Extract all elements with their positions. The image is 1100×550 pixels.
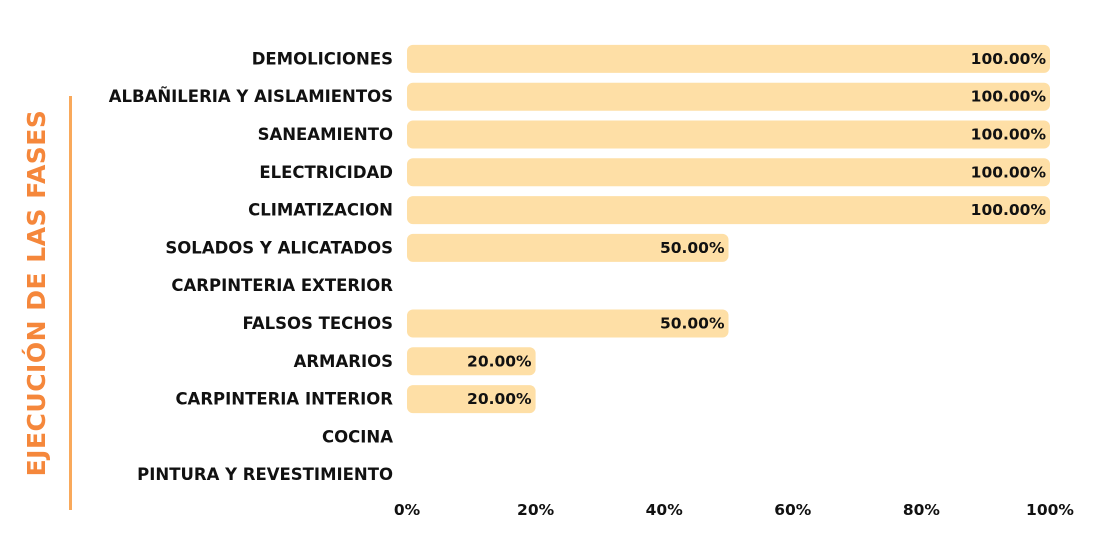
x-axis-ticks-layer: 0% 20% 40% 60% 80% 100% [394, 501, 1075, 519]
data-label: 100.00% [971, 50, 1047, 68]
bar [407, 309, 729, 338]
x-tick-label: 40% [646, 501, 684, 519]
category-label: CLIMATIZACION [248, 201, 393, 220]
bar [407, 82, 1050, 111]
category-label: ARMARIOS [294, 352, 393, 371]
data-label: 20.00% [467, 390, 532, 408]
x-tick-label: 20% [517, 501, 555, 519]
data-label: 50.00% [660, 315, 725, 333]
x-tick-label: 100% [1026, 501, 1074, 519]
data-label: 100.00% [971, 88, 1047, 106]
x-tick-label: 0% [394, 501, 421, 519]
category-label: FALSOS TECHOS [242, 314, 393, 333]
bar [407, 347, 536, 376]
category-label: ALBAÑILERIA Y AISLAMIENTOS [109, 87, 393, 106]
category-labels-layer: DEMOLICIONES ALBAÑILERIA Y AISLAMIENTOS SA… [109, 49, 394, 484]
x-tick-label: 80% [903, 501, 941, 519]
bar [407, 158, 1050, 187]
x-tick-label: 60% [774, 501, 812, 519]
category-label: SOLADOS Y ALICATADOS [165, 238, 393, 257]
data-label: 100.00% [971, 201, 1047, 219]
category-label: CARPINTERIA INTERIOR [175, 390, 393, 409]
category-label: SANEAMIENTO [258, 125, 393, 144]
bar [407, 196, 1050, 225]
category-label: PINTURA Y REVESTIMIENTO [137, 465, 393, 484]
category-label: CARPINTERIA EXTERIOR [171, 276, 393, 295]
category-label: COCINA [322, 427, 393, 446]
bars-layer [407, 44, 1050, 414]
data-label: 100.00% [971, 126, 1047, 144]
bar [407, 120, 1050, 149]
bar [407, 44, 1050, 73]
category-label: ELECTRICIDAD [259, 163, 393, 182]
data-label: 100.00% [971, 163, 1047, 181]
side-title: EJECUCIÓN DE LAS FASES [12, 96, 74, 510]
value-labels-layer: 100.00% 100.00% 100.00% 100.00% 100.00% 50.00… [467, 50, 1046, 408]
data-label: 20.00% [467, 352, 532, 370]
title-accent-line [69, 96, 72, 510]
bar [407, 385, 536, 414]
category-label: DEMOLICIONES [252, 49, 393, 68]
data-label: 50.00% [660, 239, 725, 257]
bar [407, 233, 729, 262]
